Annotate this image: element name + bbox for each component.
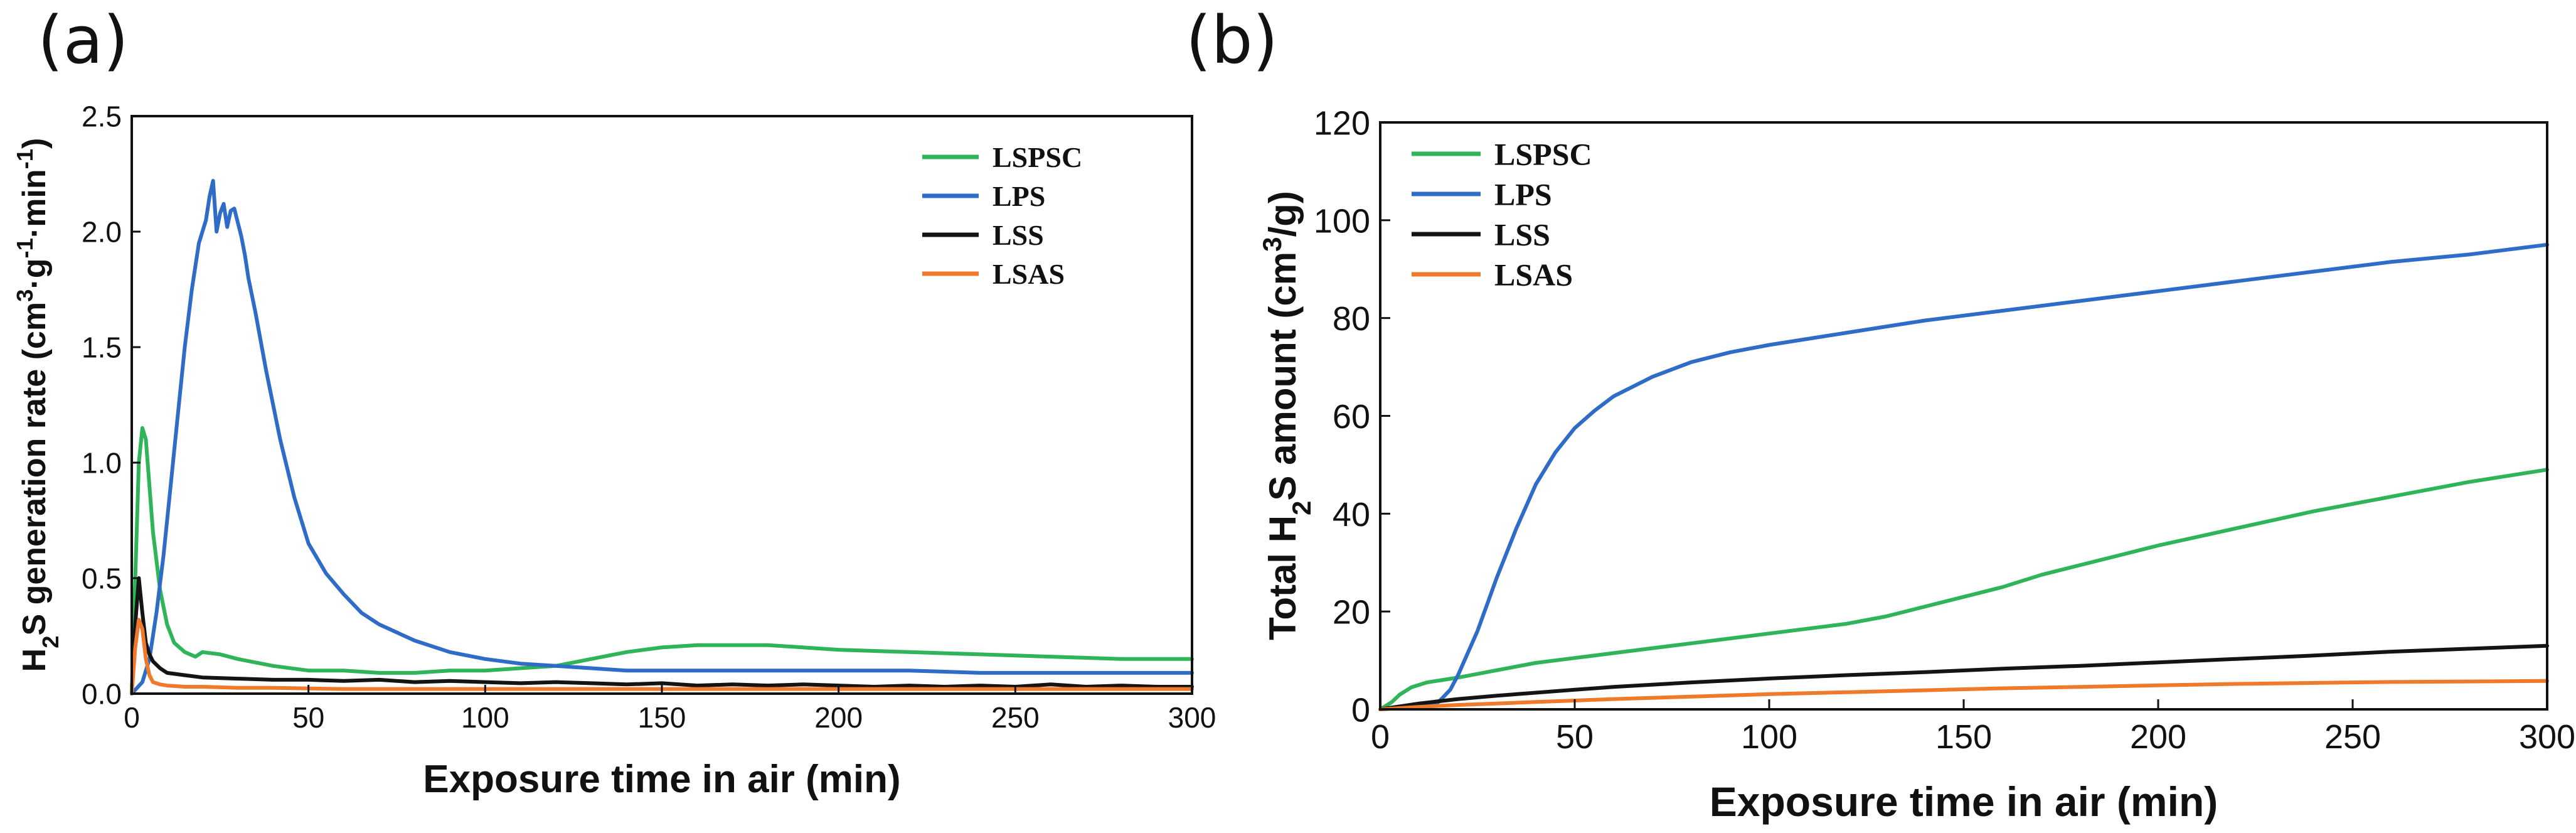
y-axis-title-part: 3	[1257, 237, 1287, 252]
x-tick-label: 50	[1556, 718, 1594, 756]
y-tick-label: 2.5	[82, 100, 122, 133]
panel-b-y-ticks: 0 20 40 60 80 100 120	[1314, 104, 1390, 729]
panel-a-x-axis-title: Exposure time in air (min)	[423, 758, 900, 801]
y-tick-label: 40	[1333, 496, 1370, 534]
series-line-lps	[130, 179, 1194, 696]
legend-label-lps: LPS	[1494, 177, 1552, 212]
x-tick-label: 50	[292, 701, 324, 734]
x-tick-label: 200	[2130, 718, 2186, 756]
panel-b-x-ticks: 0 50 100 150 200 250 300	[1371, 699, 2575, 756]
y-axis-title-part: Total H	[1262, 515, 1304, 640]
y-tick-label: 100	[1314, 202, 1370, 240]
y-axis-title-part: 2	[38, 636, 63, 648]
y-tick-label: 0	[1351, 691, 1370, 729]
x-tick-label: 100	[461, 701, 509, 734]
panel-b-legend: LSPSC LPS LSS LSAS	[1412, 137, 1592, 293]
x-tick-label: 0	[1371, 718, 1390, 756]
y-tick-label: 2.0	[82, 216, 122, 249]
x-tick-label: 100	[1741, 718, 1797, 756]
panel-b-y-axis-title: Total H2S amount (cm3/g)	[1257, 191, 1316, 640]
panel-b-label: (b)	[1186, 2, 1278, 78]
y-axis-title-part: /g)	[1262, 191, 1304, 237]
panel-b-chart: (b) 0 50 100 150 200 250 300 0 20 40 60 80 100 120 L…	[1186, 2, 2575, 825]
y-axis-title-part: S generation rate (cm	[16, 302, 53, 636]
y-axis-title-part: )	[16, 138, 53, 149]
y-axis-title-part: S amount (cm	[1262, 252, 1304, 501]
x-tick-label: 300	[1168, 701, 1216, 734]
legend-label-lss: LSS	[993, 219, 1044, 251]
y-tick-label: 20	[1333, 594, 1370, 631]
legend-label-lspsc: LSPSC	[993, 141, 1082, 173]
y-axis-title-part: -1	[12, 149, 38, 169]
y-tick-label: 60	[1333, 398, 1370, 436]
panel-a-y-ticks: 0.0 0.5 1.0 1.5 2.0 2.5	[82, 100, 141, 711]
legend-label-lsas: LSAS	[993, 258, 1065, 290]
y-axis-title-part: ·g	[16, 258, 53, 289]
y-axis-title-part: 3	[12, 289, 38, 302]
y-tick-label: 0.0	[82, 678, 122, 711]
y-axis-title-part: H	[16, 648, 53, 672]
panel-b-series-group	[1378, 242, 2549, 711]
legend-label-lps: LPS	[993, 180, 1045, 212]
series-line-lspsc	[1378, 468, 2549, 711]
y-tick-label: 1.5	[82, 331, 122, 364]
panel-a-y-axis-title: H2S generation rate (cm3·g-1·min-1)	[12, 138, 63, 672]
x-tick-label: 0	[124, 701, 140, 734]
x-tick-label: 150	[1935, 718, 1992, 756]
panel-a-series-group	[130, 179, 1194, 696]
panel-b-x-axis-title: Exposure time in air (min)	[1710, 778, 2218, 825]
y-tick-label: 1.0	[82, 447, 122, 480]
x-tick-label: 250	[991, 701, 1040, 734]
panel-a-label: (a)	[38, 2, 129, 78]
series-line-lss	[1378, 643, 2549, 711]
x-tick-label: 200	[814, 701, 863, 734]
legend-label-lspsc: LSPSC	[1494, 137, 1592, 172]
legend-label-lss: LSS	[1494, 217, 1550, 252]
panel-a-x-ticks: 0 50 100 150 200 250 300	[124, 685, 1216, 734]
y-axis-title-part: -1	[12, 238, 38, 258]
panel-a-legend: LSPSC LPS LSS LSAS	[922, 141, 1082, 290]
panel-b-plot-frame	[1379, 121, 2548, 711]
y-axis-title-part: ·min	[16, 169, 53, 238]
series-line-lspsc	[130, 426, 1194, 696]
legend-label-lsas: LSAS	[1494, 257, 1573, 293]
y-tick-label: 120	[1314, 104, 1370, 142]
panel-a-chart: (a) 0 50 100 150 200 250 300 0.0 0.5 1.0 1.5 2.0 2.…	[12, 2, 1216, 801]
series-line-lps	[1378, 242, 2549, 711]
y-tick-label: 80	[1333, 300, 1370, 338]
series-line-lss	[130, 576, 1194, 696]
series-line-lsas	[1378, 679, 2549, 711]
y-tick-label: 0.5	[82, 562, 122, 595]
x-tick-label: 300	[2519, 718, 2575, 756]
x-tick-label: 150	[638, 701, 686, 734]
y-axis-title-part: 2	[1287, 501, 1316, 515]
x-tick-label: 250	[2324, 718, 2381, 756]
